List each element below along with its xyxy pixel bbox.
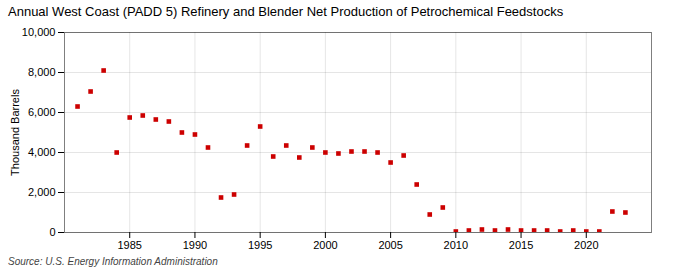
html-text:Annual West Coast (PADD 5) Ref: Annual West Coast (PADD 5) Refinery and …: [8, 4, 564, 19]
svg-text:2000: 2000: [313, 240, 337, 252]
svg-text:1995: 1995: [248, 240, 272, 252]
svg-text:2005: 2005: [378, 240, 402, 252]
svg-text:2010: 2010: [444, 240, 468, 252]
svg-text:6,000: 6,000: [28, 106, 56, 118]
svg-text:Thousand Barrels: Thousand Barrels: [9, 89, 21, 176]
svg-text:4,000: 4,000: [28, 146, 56, 158]
svg-text:8,000: 8,000: [28, 66, 56, 78]
svg-text:2015: 2015: [509, 240, 533, 252]
svg-text:1985: 1985: [117, 240, 141, 252]
svg-text:10,000: 10,000: [22, 26, 56, 38]
svg-text:2,000: 2,000: [28, 186, 56, 198]
svg-text:1990: 1990: [183, 240, 207, 252]
svg-text:0: 0: [49, 226, 55, 238]
svg-text:2020: 2020: [574, 240, 598, 252]
html-text:Source: U.S. Energy Informatio: Source: U.S. Energy Information Administ…: [8, 256, 218, 268]
